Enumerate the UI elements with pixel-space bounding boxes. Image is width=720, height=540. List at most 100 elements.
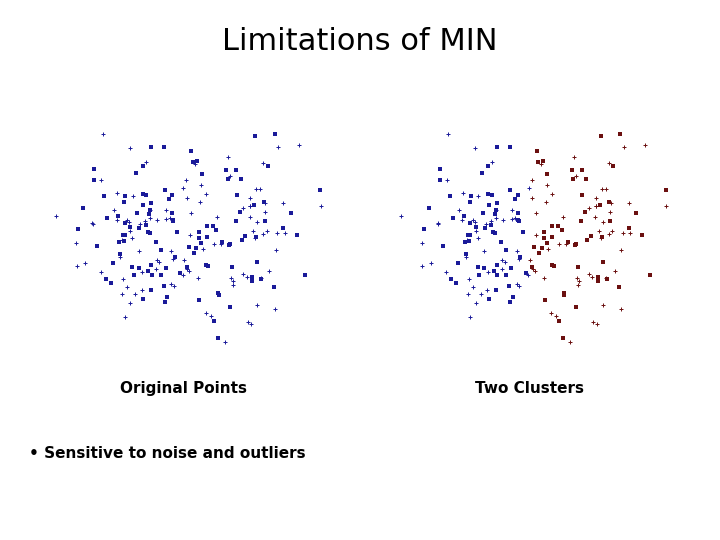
Point (511, 280, 523, 289)
Point (193, 274, 204, 282)
Point (142, 228, 153, 237)
Point (194, 198, 206, 206)
Point (451, 279, 462, 288)
Point (496, 265, 508, 273)
Point (520, 268, 531, 277)
Point (600, 185, 611, 193)
Point (255, 274, 266, 282)
Point (489, 210, 500, 218)
Point (477, 208, 489, 217)
Point (161, 206, 172, 214)
Point (125, 226, 136, 235)
Point (239, 232, 251, 240)
Point (573, 277, 585, 286)
Point (446, 274, 457, 283)
Point (490, 286, 502, 294)
Point (174, 268, 186, 277)
Point (539, 274, 550, 282)
Point (171, 228, 183, 237)
Point (145, 286, 156, 294)
Point (472, 192, 484, 200)
Point (242, 318, 253, 326)
Point (505, 186, 516, 194)
Point (571, 273, 582, 282)
Point (108, 205, 120, 214)
Point (631, 208, 642, 217)
Point (535, 160, 546, 168)
Point (125, 299, 136, 307)
Point (117, 230, 129, 239)
Point (546, 190, 557, 198)
Point (567, 174, 579, 183)
Point (639, 140, 650, 149)
Point (241, 273, 253, 281)
Point (593, 277, 604, 286)
Point (485, 217, 497, 225)
Point (499, 257, 510, 266)
Point (590, 213, 601, 221)
Point (269, 130, 281, 138)
Point (163, 195, 175, 204)
Point (570, 241, 581, 249)
Point (208, 317, 220, 326)
Text: Two Clusters: Two Clusters (474, 381, 584, 396)
Point (441, 268, 452, 276)
Point (479, 264, 490, 272)
Point (244, 202, 256, 211)
Point (513, 216, 524, 225)
Point (572, 262, 584, 271)
Point (225, 302, 236, 311)
Point (145, 206, 156, 214)
Point (529, 267, 541, 275)
Point (487, 228, 499, 237)
Point (238, 269, 249, 278)
Point (395, 212, 407, 220)
Point (250, 185, 261, 193)
Point (467, 282, 479, 291)
Point (533, 157, 544, 166)
Point (160, 264, 171, 272)
Point (469, 218, 481, 226)
Point (181, 262, 192, 271)
Point (615, 130, 626, 138)
Point (260, 199, 271, 207)
Point (201, 232, 212, 241)
Point (567, 165, 578, 174)
Point (145, 206, 156, 214)
Point (485, 221, 497, 230)
Point (490, 206, 502, 214)
Point (495, 238, 507, 246)
Point (444, 192, 456, 200)
Point (89, 176, 100, 185)
Point (576, 166, 588, 175)
Point (113, 238, 125, 247)
Point (161, 214, 172, 223)
Point (77, 204, 89, 212)
Point (251, 233, 262, 241)
Point (582, 235, 593, 244)
Point (500, 246, 512, 254)
Point (165, 247, 176, 255)
Point (193, 228, 204, 237)
Point (644, 271, 656, 280)
Point (546, 232, 558, 241)
Point (460, 252, 472, 261)
Point (144, 228, 156, 237)
Point (546, 261, 557, 269)
Point (581, 174, 593, 183)
Point (605, 207, 616, 216)
Point (462, 289, 474, 298)
Point (224, 241, 235, 249)
Point (315, 186, 326, 194)
Point (492, 271, 503, 280)
Point (112, 189, 123, 198)
Point (462, 235, 473, 244)
Point (111, 215, 122, 224)
Point (91, 241, 103, 250)
Point (150, 265, 162, 273)
Point (513, 217, 524, 225)
Point (482, 286, 493, 294)
Point (570, 239, 581, 248)
Point (119, 198, 130, 206)
Point (603, 230, 614, 238)
